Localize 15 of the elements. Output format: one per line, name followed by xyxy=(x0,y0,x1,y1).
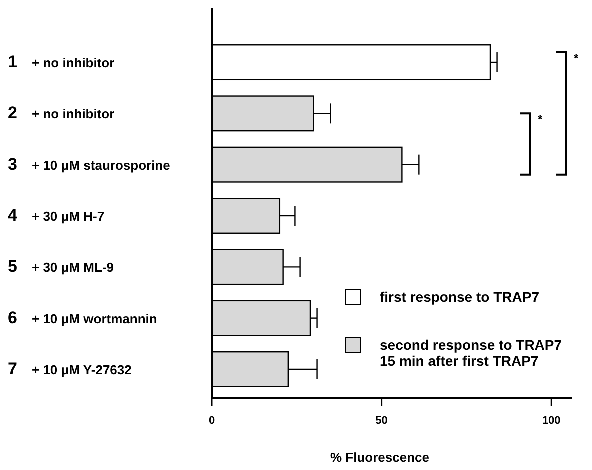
y-tick-label: 7 + 10 μM Y-27632 xyxy=(8,359,132,378)
annotation: * xyxy=(538,112,543,127)
x-axis-title: % Fluorescence xyxy=(330,450,430,465)
y-tick-label: 3 + 10 μM staurosporine xyxy=(8,154,170,174)
legend-label: second response to TRAP7 15 min after first TRAP7 xyxy=(380,337,562,369)
y-tick-label: 1 + no inhibitor xyxy=(8,52,115,72)
x-tick-label: 0 xyxy=(208,415,216,427)
y-tick-label: 2 + no inhibitor xyxy=(8,104,115,123)
y-tick-label: 4 + 30 μM H-7 xyxy=(8,206,105,225)
x-tick-label: 50 xyxy=(376,415,388,427)
text: * xyxy=(574,52,579,66)
y-tick-label: 5 + 30 μM ML-9 xyxy=(8,257,114,276)
x-tick-label: 100 xyxy=(542,415,561,427)
y-tick-label: 6 + 10 μM wortmannin xyxy=(8,308,158,328)
legend-label: first response to TRAP7 xyxy=(380,289,540,305)
